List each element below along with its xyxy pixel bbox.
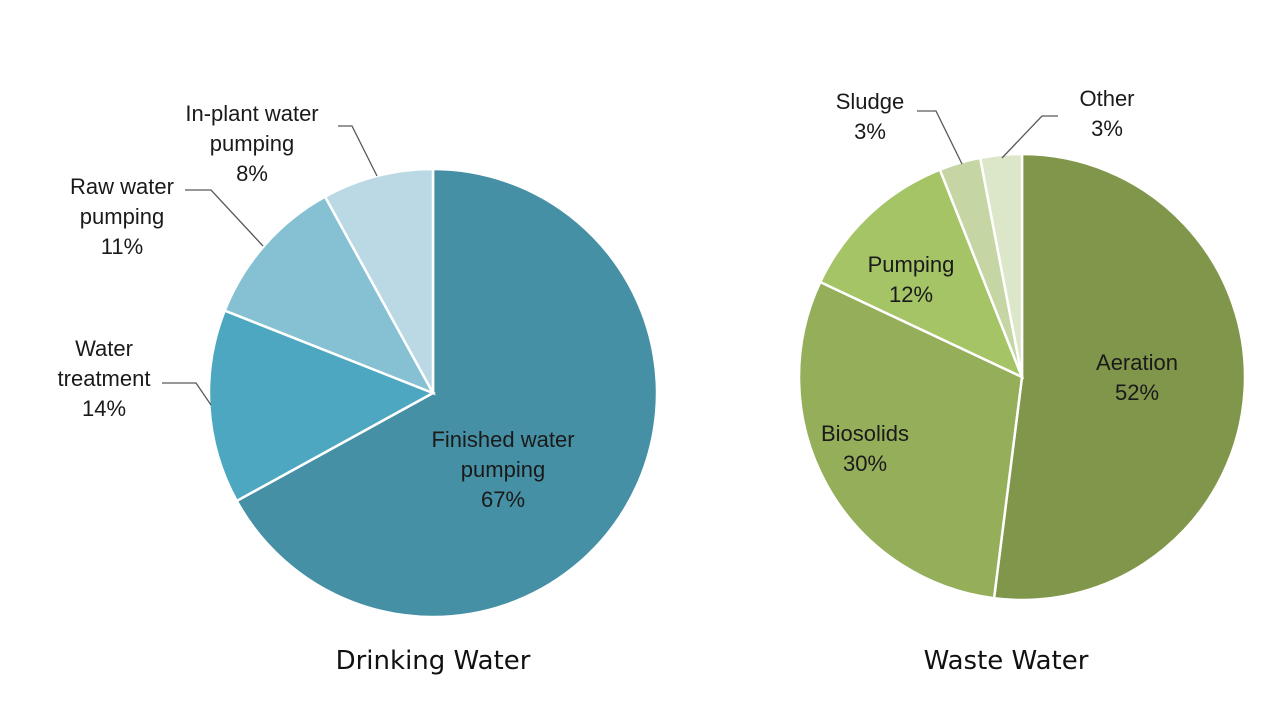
slice-name: Other — [1079, 86, 1134, 111]
slice-label: Other 3% — [1079, 86, 1134, 141]
slice-name: Biosolids — [821, 421, 909, 446]
slice-percent: 8% — [236, 161, 268, 186]
slice-name: treatment — [58, 366, 151, 391]
slice-percent: 3% — [854, 119, 886, 144]
pie-slice-other — [978, 152, 1024, 378]
pie-slice-aeration — [992, 152, 1247, 602]
slice-percent: 14% — [82, 396, 126, 421]
slice-label: Raw water pumping 11% — [70, 174, 174, 259]
slice-percent: 11% — [101, 234, 143, 259]
leader-line — [917, 110, 963, 165]
slice-label: Pumping 12% — [868, 252, 955, 307]
leader-line — [185, 189, 264, 247]
leader-line — [1001, 115, 1058, 159]
slice-percent: 67% — [481, 487, 525, 512]
pie-slice-biosolids — [797, 280, 1024, 600]
slice-name: Finished water — [431, 427, 574, 452]
slice-label: Water treatment 14% — [58, 336, 151, 421]
slice-percent: 3% — [1091, 116, 1123, 141]
slice-name: Sludge — [836, 89, 905, 114]
leader-line — [162, 382, 212, 406]
slice-percent: 12% — [889, 282, 933, 307]
drinking-water-pie — [207, 167, 659, 619]
waste-water-pie — [797, 152, 1247, 602]
slice-label: Finished water pumping 67% — [431, 427, 574, 512]
slice-label: Sludge 3% — [836, 89, 905, 144]
waste-water-title: Waste Water — [924, 646, 1089, 676]
slice-name: Water — [75, 336, 133, 361]
slice-name: Raw water — [70, 174, 174, 199]
slice-name: pumping — [80, 204, 164, 229]
leader-line — [338, 125, 378, 177]
slice-label: In-plant water pumping 8% — [185, 101, 318, 186]
drinking-water-labels: Finished water pumping 67% Water treatment 14… — [58, 101, 575, 512]
pie-slice-finished-water-pumping — [235, 167, 659, 619]
waste-water-labels: Aeration 52% Biosolids 30% Pumping 12% Sludge 3… — [821, 86, 1178, 476]
pie-slice-water-treatment — [207, 308, 436, 503]
pie-slice-in-plant-water-pumping — [323, 167, 435, 394]
pie-slice-pumping — [818, 168, 1025, 380]
slice-percent: 30% — [843, 451, 887, 476]
slice-name: pumping — [210, 131, 294, 156]
slice-name: In-plant water — [185, 101, 318, 126]
pie-slice-raw-water-pumping — [223, 195, 436, 396]
drinking-water-title: Drinking Water — [336, 646, 531, 676]
slice-name: Pumping — [868, 252, 955, 277]
slice-label: Aeration 52% — [1096, 350, 1178, 405]
slice-percent: 52% — [1115, 380, 1159, 405]
slice-name: pumping — [461, 457, 545, 482]
slice-label: Biosolids 30% — [821, 421, 909, 476]
slice-name: Aeration — [1096, 350, 1178, 375]
